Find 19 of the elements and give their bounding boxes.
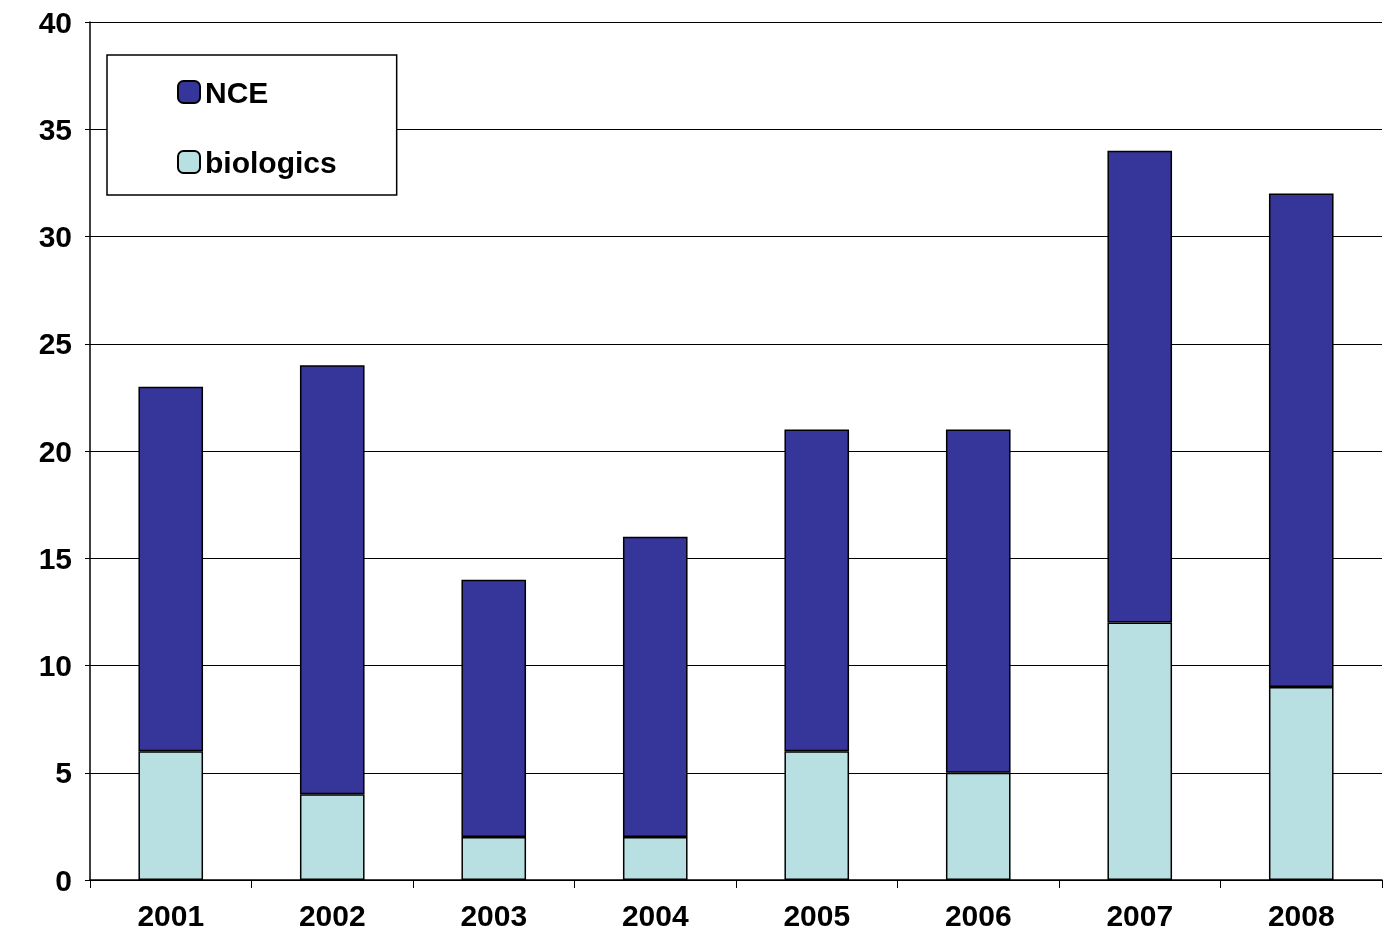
x-tick-label: 2006: [944, 898, 1012, 932]
x-tick-label: 2004: [621, 898, 689, 932]
legend-label: NCE: [205, 75, 269, 109]
x-tick-label: 2003: [460, 898, 528, 932]
y-tick-label: 5: [55, 756, 72, 790]
y-tick-label: 25: [38, 327, 72, 361]
x-tick-label: 2002: [298, 898, 366, 932]
x-tick-label: 2008: [1267, 898, 1335, 932]
x-tick-label: 2001: [137, 898, 205, 932]
y-tick-label: 20: [38, 434, 72, 468]
x-tick-label: 2005: [783, 898, 851, 932]
y-tick-label: 40: [38, 5, 72, 39]
legend-label: biologics: [205, 145, 337, 179]
x-tick-label: 2007: [1106, 898, 1174, 932]
y-tick-label: 10: [38, 649, 72, 682]
y-tick-label: 0: [55, 863, 72, 897]
y-tick-label: 30: [38, 220, 72, 253]
y-tick-label: 15: [38, 541, 72, 575]
y-tick-label: 35: [38, 112, 72, 146]
